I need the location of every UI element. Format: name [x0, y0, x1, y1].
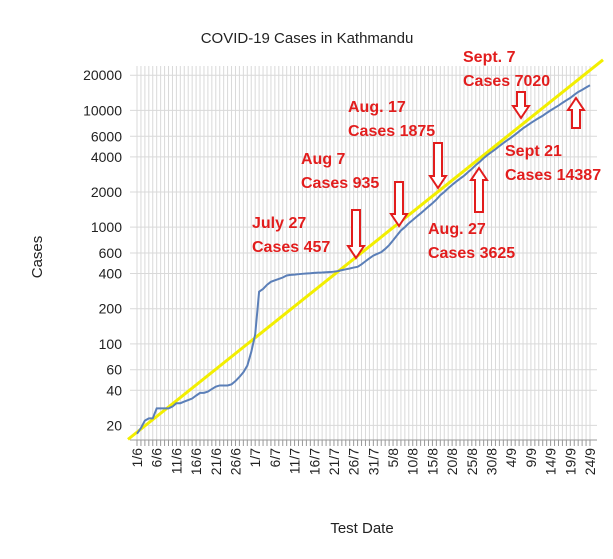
x-tick-label: 26/6 — [227, 448, 243, 475]
x-tick-label: 24/9 — [582, 448, 598, 475]
y-tick-label: 600 — [99, 245, 123, 261]
y-tick-label: 200 — [99, 301, 123, 317]
y-tick-label: 20 — [106, 417, 122, 433]
x-tick-label: 20/8 — [444, 448, 460, 475]
y-tick-label: 6000 — [91, 128, 122, 144]
x-tick-label: 6/6 — [149, 448, 165, 468]
annotation: Cases 1875 — [348, 123, 435, 140]
x-tick-label: 19/9 — [562, 448, 578, 475]
annotation: Cases 3625 — [428, 245, 515, 262]
x-tick-label: 21/6 — [208, 448, 224, 475]
chart-title: COVID-19 Cases in Kathmandu — [201, 30, 414, 47]
annotation: July 27 — [252, 215, 306, 232]
x-axis-label: Test Date — [330, 520, 393, 537]
x-tick-label: 16/6 — [188, 448, 204, 475]
x-tick-label: 10/8 — [405, 448, 421, 475]
annotation: Aug 7 — [301, 151, 346, 168]
annotation-arrow — [511, 91, 531, 120]
x-tick-label: 6/7 — [267, 448, 283, 468]
x-tick-label: 31/7 — [365, 448, 381, 475]
x-tick-label: 1/6 — [129, 448, 145, 468]
x-tick-label: 26/7 — [346, 448, 362, 475]
x-tick-label: 11/7 — [287, 448, 303, 474]
data-line — [136, 84, 591, 435]
x-tick-label: 14/9 — [543, 448, 559, 475]
annotation: Cases 457 — [252, 239, 330, 256]
y-tick-label: 60 — [106, 362, 122, 378]
x-tick-label: 21/7 — [326, 448, 342, 475]
x-tick-label: 4/9 — [503, 448, 519, 468]
annotation: Sept. 7 — [463, 49, 516, 66]
x-tick-label: 5/8 — [385, 448, 401, 468]
annotation: Aug. 17 — [348, 99, 406, 116]
annotation: Cases 935 — [301, 175, 379, 192]
x-tick-label: 15/8 — [424, 448, 440, 475]
annotation-arrow — [469, 166, 489, 213]
annotation: Aug. 27 — [428, 221, 486, 238]
y-tick-label: 100 — [99, 336, 123, 352]
y-tick-label: 2000 — [91, 184, 122, 200]
annotation: Sept 21 — [505, 143, 562, 160]
x-tick-label: 25/8 — [464, 448, 480, 475]
annotation-arrow — [389, 181, 409, 228]
x-tick-label: 9/9 — [523, 448, 539, 468]
y-tick-label: 4000 — [91, 149, 122, 165]
x-tick-label: 1/7 — [247, 448, 263, 468]
y-tick-label: 40 — [106, 382, 122, 398]
y-axis-label: Cases — [29, 236, 46, 279]
trend-line — [127, 58, 604, 441]
annotation-arrow — [346, 209, 366, 260]
y-tick-label: 20000 — [83, 67, 122, 83]
annotation-arrow — [428, 142, 448, 190]
annotation-arrow — [566, 96, 586, 129]
y-tick-label: 400 — [99, 266, 123, 282]
y-tick-label: 1000 — [91, 219, 122, 235]
annotation: Cases 7020 — [463, 73, 550, 90]
x-tick-label: 16/7 — [306, 448, 322, 475]
y-tick-label: 10000 — [83, 102, 122, 118]
x-tick-label: 11/6 — [168, 448, 184, 474]
annotation: Cases 14387 — [505, 167, 601, 184]
x-tick-label: 30/8 — [484, 448, 500, 475]
